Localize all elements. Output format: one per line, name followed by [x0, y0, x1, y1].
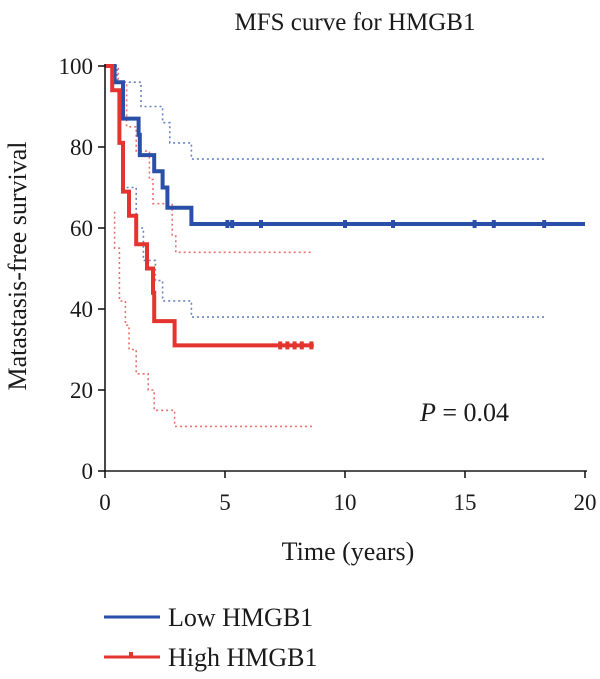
y-tick-label: 40 [70, 297, 93, 322]
x-tick-label: 20 [574, 490, 597, 515]
axes [104, 64, 587, 472]
x-tick-label: 5 [219, 490, 231, 515]
x-tick-label: 10 [334, 490, 357, 515]
low-hmgb1-ci-upper [105, 65, 545, 160]
high-hmgb1-ci-lower [113, 211, 314, 428]
low-hmgb1-ci-lower [121, 167, 545, 318]
low-hmgb1-censor-mark [491, 220, 496, 228]
survival-curves [105, 64, 585, 350]
legend-item-high-hmgb1: High HMGB1 [104, 643, 318, 672]
legend-label-high-hmgb1: High HMGB1 [168, 643, 318, 672]
y-tick-label: 100 [59, 54, 94, 79]
legend-censor-mark-high-hmgb1 [129, 652, 133, 658]
high-hmgb1-censor-mark [299, 341, 304, 350]
low-hmgb1-censor-mark [230, 220, 235, 228]
y-tick-label: 20 [70, 378, 93, 403]
legend: Low HMGB1 High HMGB1 [104, 603, 318, 672]
low-hmgb1-censor-mark [472, 220, 477, 228]
low-hmgb1-censor-mark [542, 220, 547, 228]
x-tick-label: 0 [99, 490, 111, 515]
low-hmgb1-censor-mark [259, 220, 263, 228]
low-hmgb1-curve [105, 64, 585, 226]
low-hmgb1-censor-mark [391, 220, 395, 228]
y-tick-label: 60 [70, 216, 93, 241]
ticks: 0 20 40 60 80 100 0 5 10 15 20 [59, 54, 597, 515]
x-axis-label: Time (years) [282, 537, 415, 566]
low-hmgb1-censor-mark [225, 220, 230, 228]
high-hmgb1-curve [105, 64, 314, 348]
high-hmgb1-censor-mark [292, 341, 297, 350]
p-value-text: = 0.04 [436, 398, 509, 427]
high-hmgb1-censor-mark [285, 341, 290, 350]
high-hmgb1-censor-mark [278, 341, 283, 350]
y-tick-label: 80 [70, 135, 93, 160]
high-hmgb1-censor-mark [309, 341, 314, 350]
y-tick-label: 0 [82, 459, 94, 484]
x-tick-label: 15 [454, 490, 477, 515]
chart-title: MFS curve for HMGB1 [235, 9, 476, 36]
p-value-symbol: P [419, 398, 436, 427]
legend-item-low-hmgb1: Low HMGB1 [104, 603, 313, 632]
low-hmgb1-censor-mark [343, 220, 347, 228]
confidence-bands [105, 65, 545, 428]
y-axis-label: Matastasis-free survival [3, 141, 32, 390]
p-value-annotation: P = 0.04 [419, 398, 509, 427]
legend-label-low-hmgb1: Low HMGB1 [168, 603, 313, 632]
